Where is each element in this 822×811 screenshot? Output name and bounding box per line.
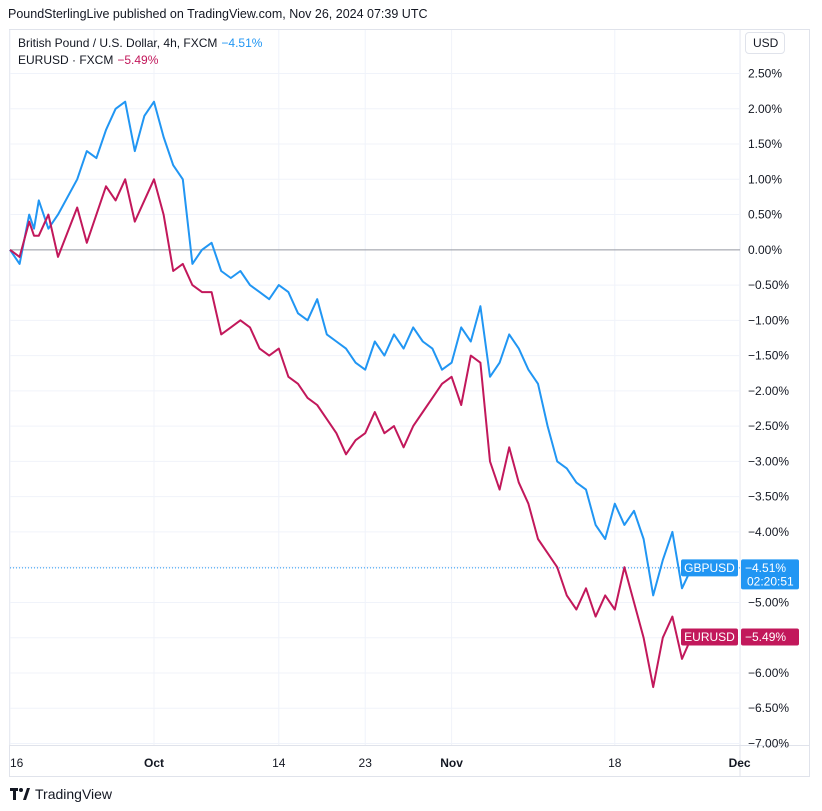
x-tick-label: 18 — [608, 756, 622, 770]
series-name-tag-eurusd — [681, 628, 738, 646]
series-name-tag-text: EURUSD — [684, 630, 735, 644]
y-tick-label: 1.00% — [748, 172, 782, 186]
legend-gbpusd[interactable]: British Pound / U.S. Dollar, 4h, FXCM −4.… — [18, 36, 262, 50]
price-tags: GBPUSD −4.51%02:20:51 EURUSD −5.49% — [681, 559, 799, 646]
x-axis: 16 Oct 14 23 Nov 18 Dec — [10, 756, 751, 770]
x-tick-label: 14 — [272, 756, 286, 770]
price-tag-value: −5.49% — [745, 630, 786, 644]
publication-attribution: PoundSterlingLive published on TradingVi… — [8, 7, 428, 21]
x-tick-label: 23 — [359, 756, 373, 770]
price-tag-gbpusd — [741, 559, 799, 590]
y-tick-label: −3.50% — [748, 490, 789, 504]
series-name-tag-text: GBPUSD — [684, 561, 735, 575]
legend-eurusd-value: −5.49% — [117, 53, 159, 67]
y-tick-label: −5.00% — [748, 595, 789, 609]
y-tick-label: −1.50% — [748, 349, 789, 363]
y-tick-label: −0.50% — [748, 278, 789, 292]
currency-button[interactable]: USD — [745, 32, 785, 54]
price-tag-value: −4.51% — [745, 561, 786, 575]
series-name-tag-gbpusd — [681, 559, 738, 577]
y-tick-label: 0.00% — [748, 243, 782, 257]
series-lines — [9, 100, 699, 689]
y-tick-label: 2.00% — [748, 102, 782, 116]
tradingview-logo-icon — [10, 788, 30, 800]
y-tick-label: −6.00% — [748, 666, 789, 680]
y-tick-label: −6.50% — [748, 701, 789, 715]
y-tick-label: −2.00% — [748, 384, 789, 398]
series-line-gbpusd — [9, 100, 693, 597]
footer-brand[interactable]: TradingView — [10, 786, 112, 802]
price-tag-countdown: 02:20:51 — [747, 574, 794, 588]
y-tick-label: 0.50% — [748, 208, 782, 222]
x-tick-label: Oct — [144, 756, 164, 770]
price-tag-eurusd — [741, 628, 799, 646]
legend-eurusd-label: EURUSD · FXCM — [18, 53, 114, 67]
legend-eurusd[interactable]: EURUSD · FXCM −5.49% — [18, 53, 158, 67]
y-tick-label: −4.00% — [748, 525, 789, 539]
y-tick-label: −3.00% — [748, 454, 789, 468]
legend-gbpusd-label: British Pound / U.S. Dollar, 4h, FXCM — [18, 36, 218, 50]
zero-baseline — [10, 249, 740, 569]
y-tick-label: −2.50% — [748, 419, 789, 433]
brand-name: TradingView — [35, 786, 113, 802]
grid-lines — [9, 30, 809, 776]
y-axis: 2.50% 2.00% 1.50% 1.00% 0.50% 0.00% −0.50% −1.0… — [748, 67, 789, 751]
x-tick-label: Dec — [729, 756, 751, 770]
y-tick-label: −7.00% — [748, 737, 789, 751]
x-tick-label: 16 — [10, 756, 24, 770]
y-tick-label: 2.50% — [748, 67, 782, 81]
series-line-eurusd — [9, 178, 693, 689]
y-tick-label: −1.00% — [748, 313, 789, 327]
legend-gbpusd-value: −4.51% — [221, 36, 263, 50]
y-tick-label: 1.50% — [748, 137, 782, 151]
x-tick-label: Nov — [440, 756, 463, 770]
